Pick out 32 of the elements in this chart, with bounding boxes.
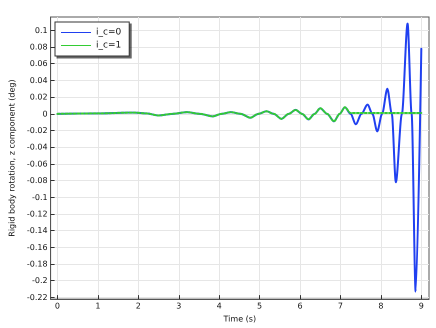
y-tick-label: -0.18	[26, 260, 48, 269]
y-tick-label: 0.1	[34, 26, 48, 35]
y-tick-label: -0.06	[26, 159, 48, 168]
x-tick-label: 5	[257, 302, 262, 311]
y-tick-label: -0.02	[26, 126, 48, 136]
y-tick-label: 0.06	[30, 59, 48, 68]
x-tick-label: 3	[176, 302, 182, 311]
line-series	[56, 106, 422, 122]
x-tick-label: 9	[418, 302, 424, 311]
y-tick-label: 0.08	[30, 42, 48, 52]
y-tick-label: -0.16	[26, 242, 48, 252]
y-tick-label: -0.14	[26, 226, 48, 236]
y-tick-label: -0.12	[26, 209, 48, 218]
y-tick-label: -0.22	[26, 292, 48, 302]
x-axis-title: Time (s)	[222, 314, 256, 324]
x-tick-label: 6	[297, 302, 303, 311]
x-tick-label: 4	[216, 302, 222, 311]
x-tick-label: 7	[338, 302, 344, 311]
y-axis-title: Rigid body rotation, z component (deg)	[8, 79, 16, 237]
x-tick-label: 2	[136, 302, 141, 311]
x-tick-label: 8	[378, 302, 384, 311]
y-tick-label: -0.1	[32, 192, 48, 202]
x-tick-label: 1	[95, 302, 100, 311]
legend-label: i_c=1	[96, 40, 122, 50]
y-tick-label: 0.04	[30, 76, 48, 85]
legend-label: i_c=0	[96, 28, 122, 38]
y-tick-label: -0.2	[32, 276, 48, 286]
y-tick-label: 0	[42, 109, 48, 118]
x-tick-label: 0	[54, 302, 60, 311]
y-tick-label: 0.02	[30, 92, 48, 102]
y-tick-label: -0.08	[26, 176, 48, 186]
y-tick-label: -0.04	[26, 142, 48, 152]
